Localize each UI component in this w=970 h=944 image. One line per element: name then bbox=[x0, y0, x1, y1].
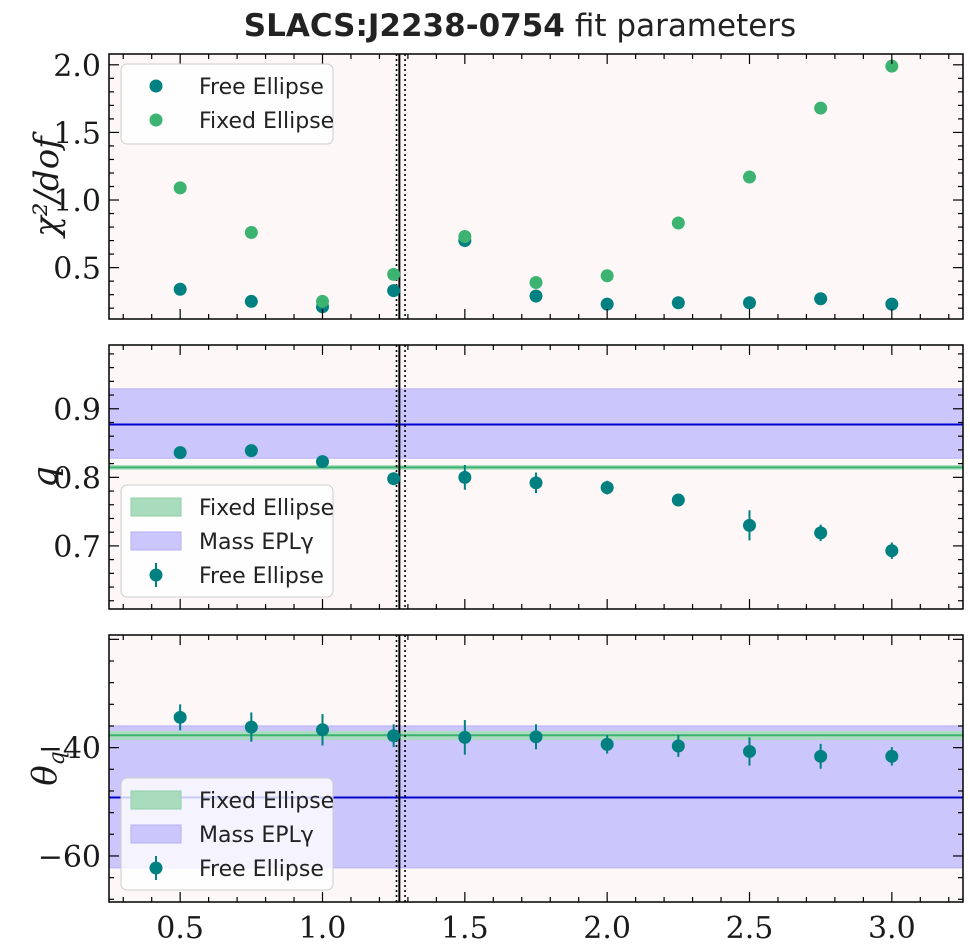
fixed-ellipse-point bbox=[814, 101, 828, 115]
y-axis-label: q bbox=[25, 466, 65, 488]
free-ellipse-point bbox=[387, 284, 401, 298]
free-ellipse-point bbox=[244, 720, 258, 734]
y-tick-label: 2.0 bbox=[53, 49, 101, 84]
legend-label: Mass EPLγ bbox=[199, 823, 314, 848]
legend-marker bbox=[149, 79, 163, 93]
x-tick-label: 1.0 bbox=[299, 911, 347, 944]
legend: Free Ellipse Fixed Ellipse bbox=[120, 63, 334, 145]
free-ellipse-point bbox=[814, 526, 828, 540]
fixed-ellipse-point bbox=[885, 59, 899, 73]
x-tick-label: 1.5 bbox=[441, 911, 489, 944]
y-tick-label: 1.5 bbox=[53, 116, 101, 151]
free-ellipse-point bbox=[458, 470, 472, 484]
y-tick-label: 1.0 bbox=[53, 184, 101, 219]
legend-swatch-mass bbox=[130, 531, 182, 551]
axes-frame bbox=[108, 634, 964, 903]
fixed-ellipse-point bbox=[173, 181, 187, 195]
free-ellipse-point bbox=[885, 749, 899, 763]
fixed-ellipse-point bbox=[316, 294, 329, 308]
free-ellipse-point bbox=[529, 289, 543, 303]
y-tick-label: −60 bbox=[38, 840, 101, 875]
free-ellipse-point bbox=[244, 294, 258, 308]
legend: Fixed Ellipse Mass EPLγ Free Ellipse bbox=[120, 777, 334, 891]
x-tick-label: 2.5 bbox=[726, 911, 774, 944]
free-ellipse-point bbox=[743, 296, 756, 310]
fixed-ellipse-point bbox=[600, 269, 614, 283]
free-ellipse-point bbox=[316, 455, 329, 469]
fixed-ellipse-point bbox=[529, 275, 543, 289]
free-ellipse-point bbox=[529, 730, 543, 744]
legend-marker bbox=[149, 861, 163, 875]
title-suffix: fit parameters bbox=[575, 8, 796, 44]
y-tick-label: 0.5 bbox=[53, 252, 101, 287]
legend-marker bbox=[149, 568, 163, 582]
x-tick-label: 2.0 bbox=[583, 911, 631, 944]
mass-epl-band bbox=[108, 388, 964, 459]
legend-label: Free Ellipse bbox=[199, 75, 324, 100]
free-ellipse-point bbox=[387, 729, 401, 743]
legend-swatch-fixed bbox=[130, 497, 182, 517]
legend-label: Fixed Ellipse bbox=[199, 109, 334, 134]
free-ellipse-point bbox=[173, 282, 187, 296]
free-ellipse-point bbox=[600, 737, 614, 751]
legend-label: Fixed Ellipse bbox=[199, 496, 334, 521]
legend-swatch-mass bbox=[130, 824, 182, 844]
free-ellipse-point bbox=[458, 730, 472, 744]
fixed-ellipse-point bbox=[387, 267, 401, 281]
panel-2: 0.7 0.8 0.9 q Fixed Ellipse Mass EPLγ Free Ell… bbox=[25, 344, 964, 610]
x-tick-label: 0.5 bbox=[156, 911, 204, 944]
free-ellipse-point bbox=[671, 739, 685, 753]
free-ellipse-point bbox=[743, 518, 756, 532]
legend-box bbox=[120, 63, 334, 145]
figure-title: SLACS:J2238-0754 fit parameters bbox=[244, 8, 796, 44]
y-tick-label: 0.8 bbox=[53, 461, 101, 496]
free-ellipse-point bbox=[173, 710, 187, 724]
free-ellipse-point bbox=[743, 744, 756, 758]
fixed-ellipse-point bbox=[743, 170, 756, 184]
fixed-ellipse-point bbox=[671, 216, 685, 230]
y-tick-label: −40 bbox=[38, 732, 101, 767]
y-tick-label: 0.9 bbox=[53, 393, 101, 428]
y-tick-label: 0.7 bbox=[53, 530, 101, 565]
free-ellipse-point bbox=[244, 444, 258, 458]
free-ellipse-point bbox=[885, 544, 899, 558]
legend-marker bbox=[149, 113, 163, 127]
x-tick-label: 3.0 bbox=[868, 911, 916, 944]
free-ellipse-point bbox=[600, 481, 614, 495]
free-ellipse-point bbox=[885, 297, 899, 311]
free-ellipse-point bbox=[529, 476, 543, 490]
free-ellipse-point bbox=[671, 296, 685, 310]
fixed-ellipse-point bbox=[244, 225, 258, 239]
fixed-ellipse-point bbox=[458, 230, 472, 244]
legend-label: Free Ellipse bbox=[199, 857, 324, 882]
legend-label: Free Ellipse bbox=[199, 564, 324, 589]
free-ellipse-point bbox=[671, 493, 685, 507]
free-ellipse-point bbox=[814, 749, 828, 763]
legend-swatch-fixed bbox=[130, 790, 182, 810]
free-ellipse-point bbox=[387, 472, 401, 486]
legend: Fixed Ellipse Mass EPLγ Free Ellipse bbox=[120, 484, 334, 598]
y-axis-label: θq bbox=[25, 751, 70, 786]
title-target: SLACS:J2238-0754 bbox=[244, 8, 565, 44]
panel-1: 0.5 1.0 1.5 2.0 χ²/dof Free Ellipse Fixed Elli… bbox=[27, 49, 964, 320]
y-axis-label: χ²/dof bbox=[27, 131, 67, 239]
free-ellipse-point bbox=[600, 297, 614, 311]
free-ellipse-point bbox=[814, 292, 828, 306]
free-ellipse-point bbox=[316, 723, 329, 737]
legend-label: Mass EPLγ bbox=[199, 530, 314, 555]
panel-3: −40 −60 0.5 1.0 1.5 2.0 2.5 3.0 θq Fixed Ellipse M… bbox=[25, 634, 964, 944]
free-ellipse-point bbox=[173, 446, 187, 460]
legend-label: Fixed Ellipse bbox=[199, 789, 334, 814]
